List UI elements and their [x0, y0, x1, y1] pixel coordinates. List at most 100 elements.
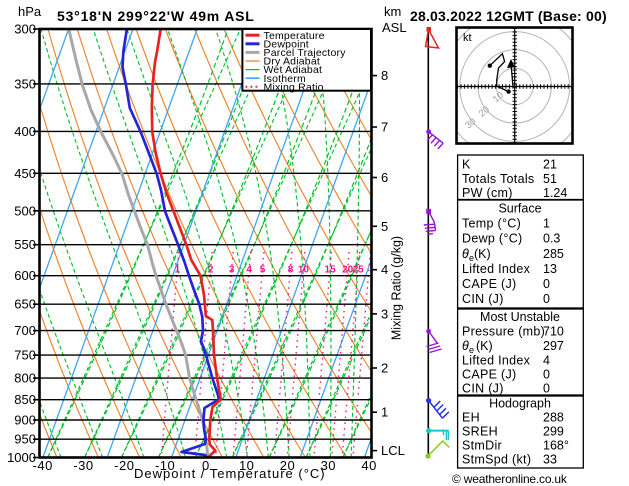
svg-text:km: km [384, 4, 401, 19]
svg-text:Temp (°C): Temp (°C) [462, 217, 521, 231]
svg-text:900: 900 [14, 413, 36, 428]
svg-text:400: 400 [14, 124, 36, 139]
svg-text:0: 0 [202, 458, 210, 473]
svg-text:2: 2 [381, 361, 388, 376]
svg-text:20: 20 [342, 265, 354, 276]
svg-text:15: 15 [325, 265, 337, 276]
svg-text:(K): (K) [474, 247, 491, 261]
svg-text:Dewpoint / Temperature (°C): Dewpoint / Temperature (°C) [134, 466, 326, 481]
svg-text:Dewp (°C): Dewp (°C) [462, 232, 522, 246]
svg-text:-20: -20 [114, 458, 134, 473]
svg-text:40: 40 [361, 458, 376, 473]
svg-text:e: e [469, 253, 474, 263]
svg-text:10: 10 [239, 458, 254, 473]
svg-text:Totals Totals: Totals Totals [462, 172, 534, 186]
svg-text:0: 0 [543, 292, 550, 306]
svg-text:299: 299 [543, 425, 564, 439]
svg-text:8: 8 [288, 265, 294, 276]
svg-text:Surface: Surface [498, 202, 541, 216]
svg-text:5: 5 [260, 265, 266, 276]
svg-text:297: 297 [543, 339, 564, 353]
svg-text:3: 3 [229, 265, 235, 276]
svg-text:650: 650 [14, 297, 36, 312]
svg-text:350: 350 [14, 76, 36, 91]
svg-text:CIN (J): CIN (J) [462, 382, 504, 396]
svg-text:-30: -30 [73, 458, 93, 473]
svg-text:25: 25 [353, 265, 365, 276]
svg-text:5: 5 [381, 219, 388, 234]
svg-text:4: 4 [246, 265, 252, 276]
svg-text:Mixing Ratio (g/kg): Mixing Ratio (g/kg) [390, 236, 404, 340]
svg-text:800: 800 [14, 371, 36, 386]
svg-text:500: 500 [14, 203, 36, 218]
svg-text:6: 6 [381, 170, 388, 185]
svg-text:PW (cm): PW (cm) [462, 186, 513, 200]
svg-text:750: 750 [14, 348, 36, 363]
svg-text:2: 2 [208, 265, 214, 276]
svg-text:700: 700 [14, 323, 36, 338]
svg-text:(K): (K) [476, 339, 493, 353]
svg-text:Dry Adiabat: Dry Adiabat [264, 56, 320, 68]
svg-text:StmDir: StmDir [462, 439, 502, 453]
svg-text:Dewpoint: Dewpoint [264, 38, 309, 50]
svg-text:1: 1 [175, 265, 181, 276]
svg-text:kt: kt [463, 32, 472, 44]
svg-text:28.03.2022 12GMT (Base: 00): 28.03.2022 12GMT (Base: 00) [410, 8, 607, 24]
svg-text:Most Unstable: Most Unstable [480, 310, 560, 324]
svg-text:13: 13 [543, 262, 557, 276]
svg-text:0.3: 0.3 [543, 232, 560, 246]
svg-text:600: 600 [14, 268, 36, 283]
svg-text:7: 7 [381, 120, 388, 135]
svg-text:© weatheronline.co.uk: © weatheronline.co.uk [452, 472, 568, 486]
svg-text:1000: 1000 [7, 450, 36, 465]
svg-text:Mixing Ratio: Mixing Ratio [264, 81, 324, 93]
svg-text:1.24: 1.24 [543, 186, 567, 200]
svg-text:Temperature: Temperature [264, 30, 325, 42]
svg-text:K: K [462, 158, 471, 172]
svg-text:8: 8 [381, 68, 388, 83]
svg-text:-10: -10 [155, 458, 175, 473]
svg-text:3: 3 [381, 306, 388, 321]
svg-text:33: 33 [543, 453, 557, 467]
svg-text:Hodograph: Hodograph [489, 397, 551, 411]
svg-text:30: 30 [321, 458, 336, 473]
svg-text:53°18'N 299°22'W 49m ASL: 53°18'N 299°22'W 49m ASL [57, 8, 255, 24]
svg-text:550: 550 [14, 237, 36, 252]
svg-text:Lifted Index: Lifted Index [462, 262, 531, 276]
svg-text:Lifted Index: Lifted Index [462, 354, 531, 368]
svg-text:0: 0 [543, 277, 550, 291]
svg-text:hPa: hPa [18, 4, 42, 19]
svg-text:51: 51 [543, 172, 557, 186]
svg-text:CAPE (J): CAPE (J) [462, 368, 517, 382]
svg-text:Isotherm: Isotherm [264, 73, 306, 85]
svg-text:10: 10 [298, 265, 310, 276]
svg-text:θ: θ [462, 247, 469, 261]
svg-text:0: 0 [543, 368, 550, 382]
svg-text:e: e [469, 345, 474, 355]
svg-text:0: 0 [543, 382, 550, 396]
svg-text:710: 710 [543, 325, 564, 339]
svg-text:4: 4 [543, 354, 550, 368]
svg-text:CAPE (J): CAPE (J) [462, 277, 517, 291]
svg-text:EH: EH [462, 411, 480, 425]
svg-text:21: 21 [543, 158, 557, 172]
svg-text:1: 1 [543, 217, 550, 231]
svg-text:20: 20 [280, 458, 295, 473]
svg-text:SREH: SREH [462, 425, 498, 439]
svg-text:LCL: LCL [381, 443, 405, 458]
svg-text:Pressure (mb): Pressure (mb) [462, 325, 545, 339]
svg-text:θ: θ [462, 339, 469, 353]
svg-text:168°: 168° [543, 439, 569, 453]
svg-text:ASL: ASL [382, 20, 407, 35]
svg-text:285: 285 [543, 247, 564, 261]
svg-text:300: 300 [14, 22, 36, 37]
svg-text:4: 4 [381, 262, 388, 277]
svg-text:450: 450 [14, 166, 36, 181]
svg-text:850: 850 [14, 392, 36, 407]
svg-text:Wet Adiabat: Wet Adiabat [264, 64, 323, 76]
svg-text:StmSpd (kt): StmSpd (kt) [462, 453, 531, 467]
svg-text:Parcel Trajectory: Parcel Trajectory [264, 47, 347, 59]
svg-text:-40: -40 [33, 458, 53, 473]
svg-text:288: 288 [543, 411, 564, 425]
svg-text:1: 1 [381, 405, 388, 420]
